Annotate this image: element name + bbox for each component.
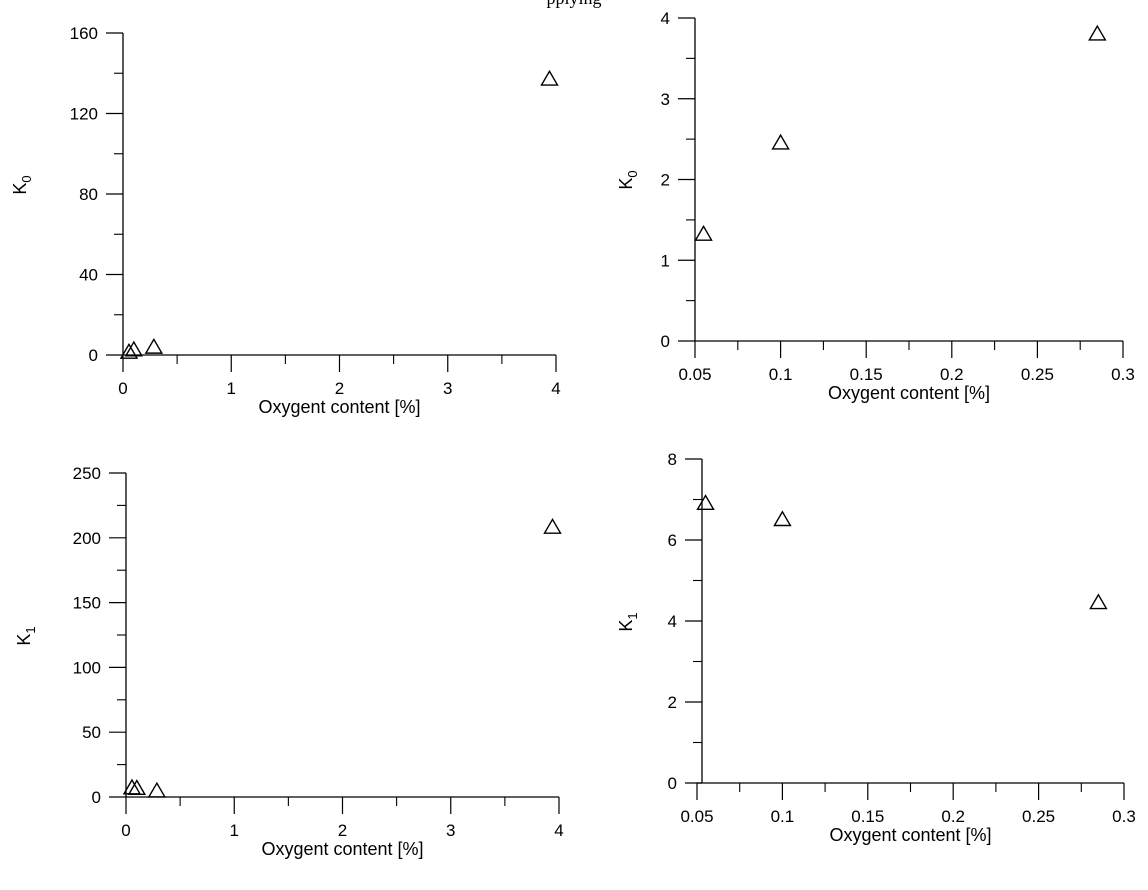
x-tick-label: 0.15 [851,807,884,826]
y-tick-label: 0 [661,332,670,351]
x-tick-label: 0.1 [771,807,795,826]
y-axis-label: K0 [10,175,34,194]
x-tick-label: 0 [121,821,130,840]
data-point-triangle [540,69,559,86]
x-tick-label: 0.05 [678,365,711,384]
y-tick-label: 2 [661,171,670,190]
x-tick-label: 0.15 [850,365,883,384]
x-axis-label: Oxygent content [%] [261,839,423,859]
y-tick-label: 120 [70,105,98,124]
y-axis-label: K0 [616,170,640,189]
chart-top-right: 0.05 0.1 0.15 0.2 0.25 0.3 0 1 2 3 4 Oxygent conten… [616,9,1135,403]
x-tick-label: 4 [554,821,563,840]
x-tick-label: 3 [446,821,455,840]
data-point-triangle [1089,593,1108,610]
data-point-triangle [543,518,562,534]
data-point-triangle [147,781,167,798]
x-axis-label: Oxygent content [%] [829,825,991,845]
x-axis-label: Oxygent content [%] [258,397,420,417]
x-axis-label: Oxygent content [%] [828,383,990,403]
x-tick-label: 2 [338,821,347,840]
x-tick-label: 0.3 [1112,807,1136,826]
y-tick-label: 0 [668,774,677,793]
y-tick-label: 0 [92,788,101,807]
y-axis-label: K1 [616,612,640,631]
x-tick-label: 4 [551,379,560,398]
x-tick-label: 2 [335,379,344,398]
data-point-triangle [771,133,790,150]
chart-bottom-right: 0.05 0.1 0.15 0.2 0.25 0.3 0 2 4 6 8 Oxygent conten… [616,450,1136,845]
y-tick-label: 4 [668,612,677,631]
top-text-fragment: pplying [0,0,1148,8]
y-tick-label: 1 [661,251,670,270]
x-tick-label: 1 [227,379,236,398]
data-point-triangle [1088,24,1107,41]
x-tick-label: 0.25 [1021,365,1054,384]
x-tick-label: 0.3 [1111,365,1135,384]
data-point-triangle [144,337,164,354]
y-tick-label: 150 [73,594,101,613]
y-tick-label: 200 [73,529,101,548]
x-tick-label: 1 [230,821,239,840]
y-tick-label: 6 [668,531,677,550]
y-tick-label: 3 [661,90,670,109]
y-tick-label: 2 [668,693,677,712]
x-tick-label: 0.05 [680,807,713,826]
y-axis-label: K1 [14,626,38,645]
chart-bottom-left: 0 1 2 3 4 0 50 100 150 200 250 Oxygent content [%] K… [14,464,564,859]
y-tick-label: 0 [89,346,98,365]
x-tick-label: 0.1 [769,365,793,384]
x-tick-label: 3 [443,379,452,398]
y-tick-label: 50 [82,723,101,742]
data-point-triangle [119,342,139,359]
data-point-triangle [773,510,792,527]
y-tick-label: 100 [73,658,101,677]
data-point-triangle [694,225,713,241]
data-point-triangle [696,494,715,511]
y-tick-label: 4 [661,9,670,28]
x-tick-label: 0 [118,379,127,398]
data-point-triangle [124,340,144,357]
x-tick-label: 0.2 [941,807,965,826]
y-tick-label: 40 [79,266,98,285]
y-tick-label: 80 [79,185,98,204]
x-tick-label: 0.2 [940,365,964,384]
y-tick-label: 8 [668,450,677,469]
y-tick-label: 250 [73,464,101,483]
y-tick-label: 160 [70,24,98,43]
x-tick-label: 0.25 [1022,807,1055,826]
data-point-triangle [127,779,147,796]
